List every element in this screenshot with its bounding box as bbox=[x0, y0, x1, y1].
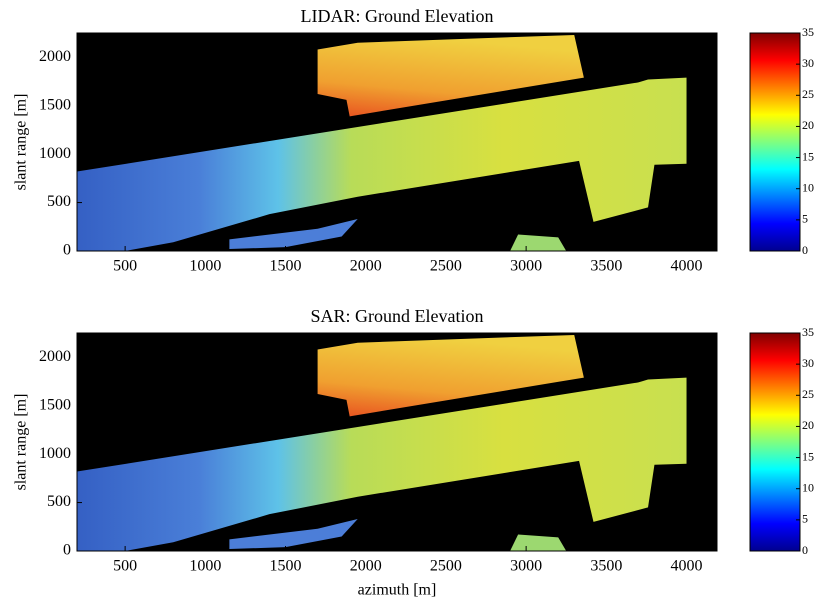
colorbar-tick-label: 0 bbox=[802, 243, 808, 257]
x-tick-label: 1500 bbox=[270, 258, 302, 275]
elevation-region bbox=[317, 34, 584, 117]
x-tick-label: 2000 bbox=[350, 258, 382, 275]
colorbar-tick-label: 30 bbox=[802, 56, 814, 70]
colorbar-tick-label: 5 bbox=[802, 212, 808, 226]
elevation-region bbox=[77, 377, 687, 551]
x-tick-label: 3500 bbox=[590, 258, 622, 275]
plot-title: LIDAR: Ground Elevation bbox=[301, 6, 494, 26]
elevation-region bbox=[510, 234, 567, 251]
axes-frame bbox=[76, 332, 718, 552]
y-tick-label: 1000 bbox=[39, 445, 71, 462]
y-axis-label: slant range [m] bbox=[13, 94, 30, 191]
x-tick-label: 4000 bbox=[671, 258, 703, 275]
colorbar-tick-label: 30 bbox=[802, 356, 814, 370]
colorbar-tick-label: 25 bbox=[802, 387, 814, 401]
colorbar-tick-label: 10 bbox=[802, 180, 814, 194]
x-tick-label: 4000 bbox=[671, 558, 703, 575]
axes-frame bbox=[76, 32, 718, 252]
colorbar-tick-label: 35 bbox=[802, 325, 814, 339]
y-tick-label: 500 bbox=[47, 493, 71, 510]
y-tick-label: 2000 bbox=[39, 348, 71, 365]
x-tick-label: 1000 bbox=[189, 558, 221, 575]
colorbar: 0 5 10 15 20 25 30 35 bbox=[749, 325, 814, 557]
x-tick-label: 500 bbox=[113, 258, 137, 275]
y-tick-label: 1000 bbox=[39, 145, 71, 162]
x-tick-label: 2000 bbox=[350, 558, 382, 575]
elevation-region bbox=[229, 219, 358, 250]
colorbar-tick-label: 15 bbox=[802, 449, 814, 463]
x-tick-label: 1000 bbox=[189, 258, 221, 275]
y-axis-label: slant range [m] bbox=[13, 394, 30, 491]
x-tick-label: 500 bbox=[113, 558, 137, 575]
y-tick-label: 0 bbox=[63, 542, 71, 559]
x-tick-label: 2500 bbox=[430, 258, 462, 275]
colorbar-tick-label: 20 bbox=[802, 118, 814, 132]
x-tick-label: 1500 bbox=[270, 558, 302, 575]
colorbar-gradient bbox=[749, 332, 801, 552]
plot-title: SAR: Ground Elevation bbox=[311, 306, 484, 326]
colorbar-tick-label: 5 bbox=[802, 512, 808, 526]
y-tick-label: 1500 bbox=[39, 96, 71, 113]
y-tick-label: 500 bbox=[47, 193, 71, 210]
colorbar-tick-label: 0 bbox=[802, 543, 808, 557]
colorbar: 0 5 10 15 20 25 30 35 bbox=[749, 25, 814, 257]
colorbar-tick-label: 15 bbox=[802, 149, 814, 163]
x-axis-label: azimuth [m] bbox=[358, 582, 437, 599]
colorbar-tick-label: 10 bbox=[802, 480, 814, 494]
elevation-region bbox=[77, 77, 687, 252]
x-tick-label: 3000 bbox=[510, 558, 542, 575]
y-tick-label: 1500 bbox=[39, 396, 71, 413]
x-tick-label: 2500 bbox=[430, 558, 462, 575]
x-tick-label: 3500 bbox=[590, 558, 622, 575]
colorbar-tick-label: 20 bbox=[802, 418, 814, 432]
colorbar-tick-label: 35 bbox=[802, 25, 814, 39]
elevation-region bbox=[317, 334, 584, 417]
elevation-region bbox=[229, 519, 358, 550]
colorbar-tick-label: 25 bbox=[802, 87, 814, 101]
x-tick-label: 3000 bbox=[510, 258, 542, 275]
y-tick-label: 2000 bbox=[39, 48, 71, 65]
elevation-region bbox=[510, 534, 567, 551]
colorbar-gradient bbox=[749, 32, 801, 252]
y-tick-label: 0 bbox=[63, 242, 71, 259]
